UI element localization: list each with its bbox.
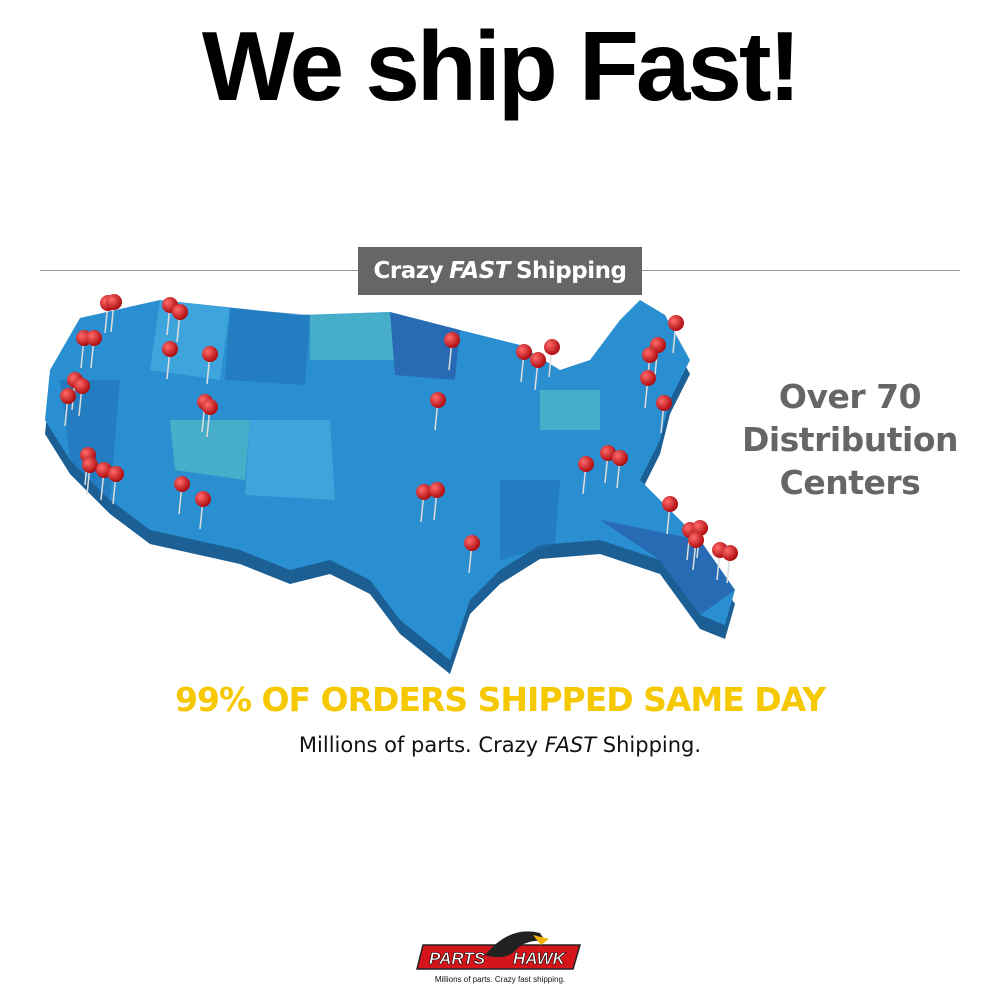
map-pin-icon bbox=[106, 294, 122, 333]
map-pin-icon bbox=[640, 370, 656, 409]
hawk-logo-icon: PARTS HAWK bbox=[416, 931, 581, 970]
tagline-pre: Millions of parts. Crazy bbox=[298, 733, 539, 757]
banner-emph: FAST bbox=[449, 258, 510, 284]
logo-tagline: Millions of parts. Crazy fast shipping. bbox=[434, 975, 566, 984]
map-pin-icon bbox=[530, 352, 546, 391]
dist-line3: Centers bbox=[779, 463, 921, 502]
map-pin-icon bbox=[464, 535, 480, 574]
map-pin-icon bbox=[86, 330, 102, 369]
map-pin-icon bbox=[516, 344, 532, 383]
logo-word1: PARTS bbox=[429, 949, 486, 968]
map-pin-icon bbox=[416, 484, 432, 523]
map-pin-icon bbox=[108, 466, 124, 505]
shipping-banner: Crazy FAST Shipping bbox=[358, 247, 642, 295]
tagline-emph: FAST bbox=[544, 733, 597, 757]
map-pin-icon bbox=[544, 339, 560, 378]
banner-post: Shipping bbox=[515, 258, 627, 284]
tagline: Millions of parts. Crazy FAST Shipping. bbox=[0, 733, 1000, 757]
map-pin-icon bbox=[195, 491, 211, 530]
parts-hawk-logo: PARTS HAWK Millions of parts. Crazy fast… bbox=[415, 925, 585, 987]
orders-shipped-text: 99% OF ORDERS SHIPPED SAME DAY bbox=[175, 680, 826, 719]
map-pin-icon bbox=[60, 388, 76, 427]
map-pin-icon bbox=[82, 457, 98, 496]
dist-line2: Distribution bbox=[741, 420, 959, 459]
us-map bbox=[45, 294, 738, 674]
tagline-post: Shipping. bbox=[602, 733, 702, 757]
map-pin-icon bbox=[162, 341, 178, 380]
map-pin-icon bbox=[74, 378, 90, 417]
distribution-centers-text: Over 70 Distribution Centers bbox=[735, 375, 965, 504]
map-pin-icon bbox=[444, 332, 460, 371]
map-pin-icon bbox=[656, 395, 672, 434]
dist-line1: Over 70 bbox=[778, 377, 922, 416]
map-pin-icon bbox=[429, 482, 445, 521]
pins-group bbox=[60, 294, 738, 584]
map-pin-icon bbox=[202, 346, 218, 385]
headline: We ship Fast! bbox=[201, 11, 801, 121]
map-pin-icon bbox=[578, 456, 594, 495]
map-pin-icon bbox=[174, 476, 190, 515]
map-pin-icon bbox=[600, 445, 616, 484]
logo-word2: HAWK bbox=[513, 949, 567, 968]
map-pin-icon bbox=[662, 496, 678, 535]
map-pin-icon bbox=[688, 532, 704, 571]
map-pin-icon bbox=[202, 399, 218, 438]
banner-pre: Crazy bbox=[373, 258, 444, 284]
map-pin-icon bbox=[172, 304, 188, 343]
map-pin-icon bbox=[668, 315, 684, 354]
map-pin-icon bbox=[722, 545, 738, 584]
map-pin-icon bbox=[612, 450, 628, 489]
map-pin-icon bbox=[430, 392, 446, 431]
